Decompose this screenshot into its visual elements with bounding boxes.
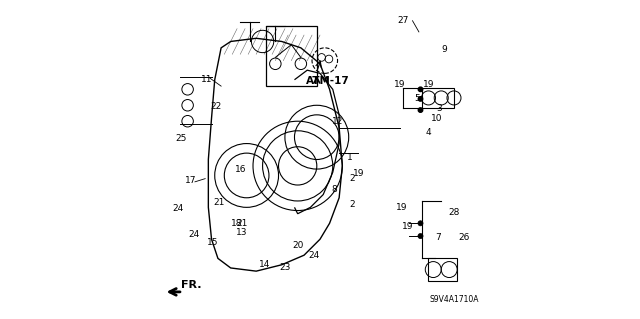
Text: 24: 24 [308,251,319,260]
Text: 24: 24 [188,230,200,239]
Text: 16: 16 [234,165,246,174]
Text: 7: 7 [435,233,441,242]
Text: 8: 8 [332,185,337,194]
Text: 25: 25 [175,134,187,143]
Text: 2: 2 [349,200,355,209]
Bar [422,88,454,108]
Text: 15: 15 [207,238,219,247]
Text: 19: 19 [402,222,413,231]
Bar [428,258,457,281]
Text: 26: 26 [458,233,469,242]
Text: 17: 17 [185,176,196,185]
Text: 14: 14 [259,260,270,269]
Text: 1: 1 [348,153,353,162]
Text: 9: 9 [442,45,447,54]
Circle shape [419,87,422,92]
Text: 28: 28 [448,208,460,217]
Text: 19: 19 [422,80,434,89]
Text: 11: 11 [201,75,212,84]
Text: 24: 24 [172,204,184,213]
Text: S9V4A1710A: S9V4A1710A [429,295,479,304]
Circle shape [419,108,422,112]
Text: ATM-17: ATM-17 [306,76,349,86]
Text: 4: 4 [426,128,431,137]
Circle shape [419,97,422,101]
Text: 23: 23 [279,263,291,272]
Circle shape [418,221,423,226]
Text: 19: 19 [396,203,407,212]
Text: FR.: FR. [181,280,202,290]
Text: 10: 10 [431,114,442,122]
Text: 21: 21 [236,219,248,228]
Text: 27: 27 [397,16,408,25]
Text: 2: 2 [349,174,355,183]
Text: 22: 22 [211,102,222,111]
Circle shape [418,234,423,239]
Text: 13: 13 [236,228,248,237]
Text: 20: 20 [292,241,303,250]
Text: 3: 3 [436,104,442,113]
Text: 19: 19 [394,80,406,89]
Bar [266,26,317,86]
Text: 19: 19 [353,169,364,178]
Text: 21: 21 [214,198,225,207]
Text: 12: 12 [332,117,343,126]
Text: 18: 18 [231,219,243,228]
Text: 5: 5 [415,94,420,103]
